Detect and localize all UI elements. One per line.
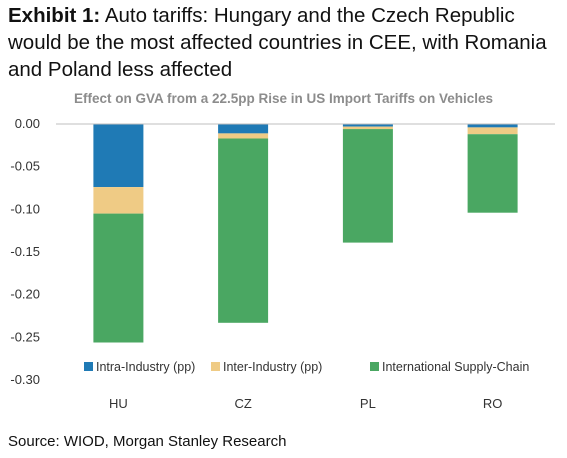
source-note: Source: WIOD, Morgan Stanley Research xyxy=(8,433,287,450)
x-tick-label: HU xyxy=(109,396,128,411)
y-tick-label: -0.10 xyxy=(10,201,40,216)
legend-swatch-inter xyxy=(211,362,220,371)
x-tick-label: RO xyxy=(483,396,503,411)
headline-lead: Exhibit 1: xyxy=(8,4,101,27)
legend-label-inter: Inter-Industry (pp) xyxy=(223,360,322,374)
y-tick-label: -0.05 xyxy=(10,159,40,174)
y-tick-label: -0.15 xyxy=(10,244,40,259)
x-tick-label: PL xyxy=(360,396,376,411)
bar-ro-inter xyxy=(467,127,518,135)
headline-text: Auto tariffs: Hungary and the Czech Repu… xyxy=(8,4,547,81)
bar-pl-intra xyxy=(342,124,393,127)
bar-cz-supply xyxy=(218,138,269,323)
bar-pl-supply xyxy=(342,129,393,243)
chart-title: Effect on GVA from a 22.5pp Rise in US I… xyxy=(73,91,494,106)
bar-cz-intra xyxy=(218,124,269,134)
legend-label-supply: International Supply-Chain xyxy=(382,360,529,374)
bar-ro-intra xyxy=(467,124,518,128)
legend-label-intra: Intra-Industry (pp) xyxy=(96,360,195,374)
bar-pl-inter xyxy=(342,126,393,130)
legend-swatch-intra xyxy=(84,362,93,371)
y-tick-label: -0.25 xyxy=(10,329,40,344)
x-tick-label: CZ xyxy=(234,396,251,411)
legend-swatch-supply xyxy=(370,362,379,371)
y-tick-label: -0.30 xyxy=(10,372,40,387)
headline: Exhibit 1: Auto tariffs: Hungary and the… xyxy=(8,2,560,83)
bar-hu-inter xyxy=(93,187,144,214)
bar-hu-supply xyxy=(93,213,144,343)
bar-ro-supply xyxy=(467,134,518,213)
y-tick-label: -0.20 xyxy=(10,287,40,302)
bar-cz-inter xyxy=(218,133,269,139)
bar-hu-intra xyxy=(93,124,144,188)
y-tick-label: 0.00 xyxy=(15,116,40,131)
